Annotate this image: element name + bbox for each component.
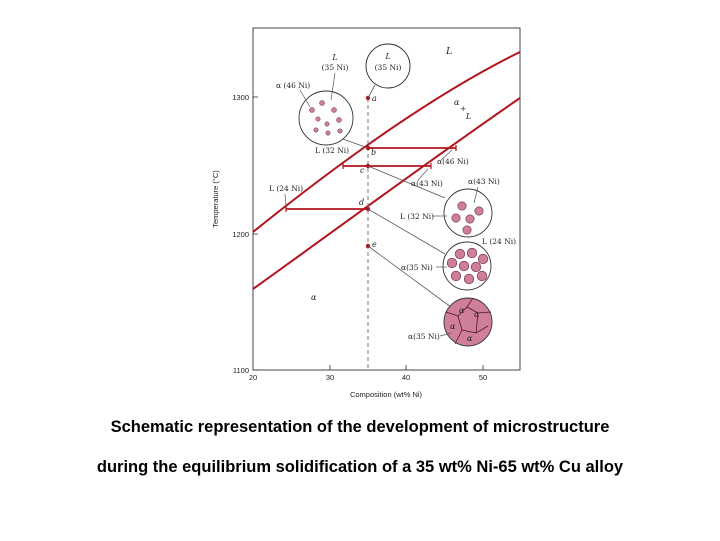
c4-L-label: L (24 Ni) (482, 237, 516, 246)
x-tick-20: 20 (249, 373, 257, 382)
solidus-curve (252, 97, 521, 290)
c2-alpha-leader (299, 89, 311, 108)
c5-alpha-label: α(35 Ni) (408, 332, 440, 341)
c4-alpha-label: α(35 Ni) (401, 263, 433, 272)
label-a43-tie: α(43 Ni) (411, 179, 443, 188)
c2-L-comp-label: (35 Ni) (322, 63, 349, 72)
micro-circle-c (443, 188, 493, 238)
y-tick-1100: 1100 (233, 366, 249, 375)
y-axis-title: Temperature (°C) (211, 170, 220, 228)
y-tick-1300: 1300 (232, 93, 249, 102)
point-a-label: a (372, 94, 377, 103)
c2-L-leader (330, 72, 336, 101)
caption-line-2: during the equilibrium solidification of… (96, 458, 624, 476)
c2-nuclei (309, 100, 343, 136)
c5-grain-alpha-4: α (467, 334, 473, 343)
a46-leader (440, 149, 453, 161)
c3-grains (451, 201, 484, 235)
x-tick-30: 30 (326, 373, 334, 382)
L24-leader (284, 193, 287, 207)
c5-grain-alpha-3: α (450, 322, 456, 331)
c1-L-comp-label: (35 Ni) (375, 63, 402, 72)
micro-circle-liquid (365, 43, 411, 89)
point-c-label: c (360, 166, 365, 175)
point-b-label: b (371, 148, 376, 157)
label-L32-tie: L (32 Ni) (315, 146, 349, 155)
c5-grain-alpha-2: α (474, 310, 480, 319)
region-two-phase-alpha: α (454, 98, 460, 107)
c2-alpha-label: α (46 Ni) (276, 81, 310, 90)
c3-alpha-leader (473, 186, 479, 204)
x-axis-title: Composition (wt% Ni) (350, 390, 423, 399)
c3-alpha-label: α(43 Ni) (468, 177, 500, 186)
y-tick-1200: 1200 (232, 230, 249, 239)
c5-alpha-leader (439, 332, 452, 337)
point-d-label: d (359, 198, 364, 207)
label-a46-tie: α(46 Ni) (437, 157, 469, 166)
x-tick-40: 40 (402, 373, 410, 382)
a43-leader (417, 168, 429, 181)
micro-circle-b (298, 90, 354, 146)
phase-diagram-figure: 1300 1200 1100 20 30 40 50 Composition (… (211, 27, 521, 399)
region-liquid-label: L (445, 46, 452, 57)
tie-lines (286, 147, 456, 210)
region-two-phase-plus: + (460, 104, 466, 113)
c2-L-label: L (331, 53, 337, 62)
axis-ticks (253, 96, 484, 371)
leader-lines (339, 84, 456, 311)
x-tick-50: 50 (479, 373, 487, 382)
c5-grain-alpha-1: α (459, 306, 465, 315)
plot-frame (252, 27, 521, 371)
c4-grains (446, 247, 489, 285)
c1-L-label: L (384, 52, 390, 61)
point-e-label: e (372, 240, 377, 249)
label-L24-tie: L (24 Ni) (269, 184, 303, 193)
caption-line-1: Schematic representation of the developm… (110, 418, 610, 436)
liquidus-curve (252, 51, 521, 233)
tie-line-caps (285, 145, 457, 212)
region-solid-label: α (311, 293, 317, 302)
c5-grain-boundaries (445, 297, 492, 345)
c3-L-label: L (32 Ni) (400, 212, 434, 221)
micro-circle-e (443, 297, 493, 347)
region-two-phase-L: L (465, 112, 471, 121)
